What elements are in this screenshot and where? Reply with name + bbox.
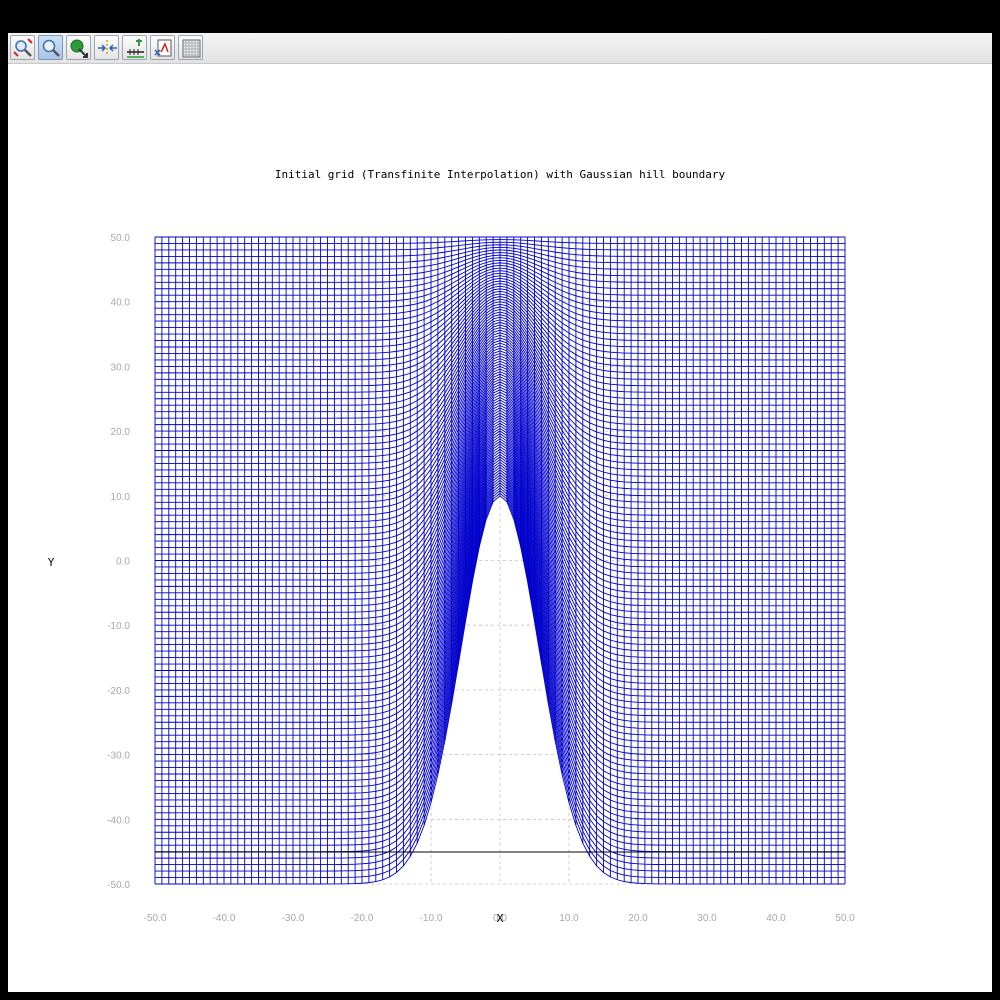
zoom-reset-button[interactable] bbox=[10, 35, 35, 60]
y-tick-label: 30.0 bbox=[111, 362, 131, 373]
fit-axes-icon bbox=[98, 40, 117, 56]
x-axis-label: X bbox=[497, 912, 504, 925]
x-tick-label: -30.0 bbox=[282, 913, 305, 924]
chart[interactable]: Initial grid (Transfinite Interpolation)… bbox=[8, 64, 992, 992]
pan-button[interactable] bbox=[66, 35, 91, 60]
y-tick-label: 20.0 bbox=[111, 427, 131, 438]
zoom-button[interactable] bbox=[38, 35, 63, 60]
y-tick-label: 40.0 bbox=[111, 298, 131, 309]
pan-icon bbox=[70, 39, 88, 58]
y-tick-label: -20.0 bbox=[107, 686, 130, 697]
x-tick-label: 30.0 bbox=[697, 913, 717, 924]
fit-axes-button[interactable] bbox=[94, 35, 119, 60]
axis-settings-icon bbox=[127, 39, 144, 58]
export-icon bbox=[154, 39, 172, 57]
chart-title: Initial grid (Transfinite Interpolation)… bbox=[275, 168, 726, 181]
y-tick-label: -30.0 bbox=[107, 751, 130, 762]
x-tick-label: 10.0 bbox=[559, 913, 579, 924]
y-tick-label: 0.0 bbox=[116, 557, 130, 568]
x-tick-label: 20.0 bbox=[628, 913, 648, 924]
zoom-icon bbox=[42, 39, 60, 57]
x-tick-label: 40.0 bbox=[766, 913, 786, 924]
y-tick-label: -10.0 bbox=[107, 621, 130, 632]
x-tick-label: 0.0 bbox=[493, 913, 507, 924]
axis-settings-button[interactable] bbox=[122, 35, 147, 60]
mesh-grid bbox=[154, 236, 846, 885]
y-axis-label: Y bbox=[48, 556, 55, 569]
zoom-reset-icon bbox=[13, 38, 33, 57]
y-tick-label: -50.0 bbox=[107, 880, 130, 891]
y-tick-label: -40.0 bbox=[107, 815, 130, 826]
export-button[interactable] bbox=[150, 35, 175, 60]
y-tick-label: 50.0 bbox=[111, 233, 131, 244]
x-tick-label: 50.0 bbox=[835, 913, 855, 924]
grid-toggle-icon bbox=[182, 39, 201, 58]
x-tick-labels: -50.0 -40.0 -30.0 -20.0 -10.0 0.0 10.0 20.0 30.0… bbox=[144, 913, 856, 924]
y-tick-label: 10.0 bbox=[111, 492, 131, 503]
x-tick-label: -50.0 bbox=[144, 913, 167, 924]
x-tick-label: -20.0 bbox=[351, 913, 374, 924]
x-tick-label: -40.0 bbox=[213, 913, 236, 924]
grid-toggle-button[interactable] bbox=[178, 35, 203, 60]
y-tick-labels: 50.0 40.0 30.0 20.0 10.0 0.0 -10.0 -20.0 -30.0 -4… bbox=[107, 233, 130, 891]
toolbar bbox=[8, 33, 992, 64]
x-tick-label: -10.0 bbox=[420, 913, 443, 924]
plot-window: Initial grid (Transfinite Interpolation)… bbox=[8, 33, 992, 992]
